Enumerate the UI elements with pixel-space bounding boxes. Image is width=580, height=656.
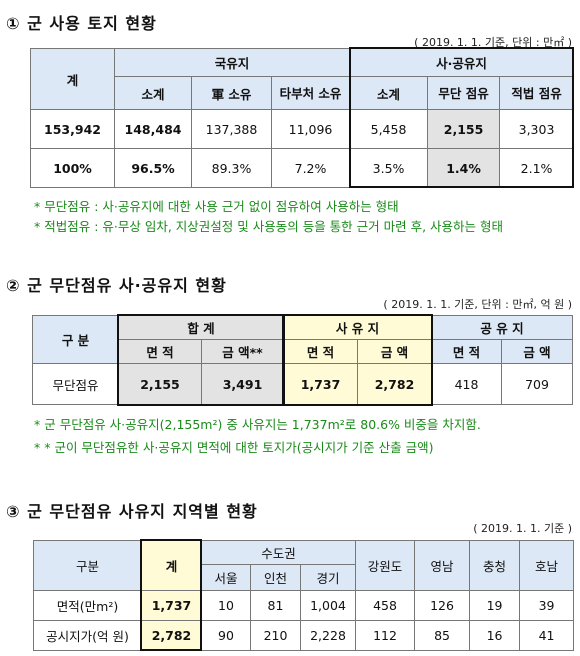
table-cell: 5,458 <box>349 109 429 149</box>
table-cell: 1,004 <box>299 590 357 621</box>
table-row: 공시지가(억 원) 2,782 90 210 2,228 112 85 16 4… <box>33 620 575 651</box>
land-usage-table: 계 국유지 사·공유지 소계 軍 소유 타부처 소유 소계 무단 점유 적법 점… <box>30 48 575 188</box>
table-row: 100% 96.5% 89.3% 7.2% 3.5% 1.4% 2.1% <box>30 148 575 188</box>
header-category: 구 분 <box>32 315 119 364</box>
unauthorized-occupation-table: 구 분 합 계 사 유 지 공 유 지 면 적 금 액** 면 적 금 액 면 … <box>32 315 574 405</box>
table-cell: 1.4% <box>427 148 501 188</box>
table-cell: 3,303 <box>499 109 575 149</box>
header-army-owned: 軍 소유 <box>191 76 272 110</box>
row-label: 무단점유 <box>32 363 119 405</box>
header-private-land: 사 유 지 <box>283 315 433 340</box>
section3-note: ( 2019. 1. 1. 기준 ) <box>473 522 572 535</box>
table-cell: 2,155 <box>427 109 501 149</box>
header-seoul: 서울 <box>201 564 251 591</box>
table-cell: 2.1% <box>499 148 575 188</box>
section3-title: ③ 군 무단점유 사유지 지역별 현황 <box>6 502 258 521</box>
header-subtotal-2: 소계 <box>349 76 429 110</box>
table-cell: 81 <box>250 590 301 621</box>
table-cell: 2,228 <box>299 620 357 651</box>
header-public-land: 공 유 지 <box>431 315 574 340</box>
table-cell: 418 <box>431 363 503 405</box>
footnote: * 적법점유 : 유·무상 임차, 지상권설정 및 사용동의 등을 통한 근거 … <box>34 219 504 234</box>
table-cell: 90 <box>201 620 251 651</box>
table-cell: 1,737 <box>283 363 359 405</box>
header-capital-region: 수도권 <box>200 540 357 565</box>
table-cell: 210 <box>250 620 301 651</box>
table-cell: 126 <box>414 590 471 621</box>
header-incheon: 인천 <box>250 564 301 591</box>
header-area: 면 적 <box>431 339 503 364</box>
table-cell: 112 <box>355 620 416 651</box>
header-category: 구분 <box>33 540 142 591</box>
section1-note: ( 2019. 1. 1. 기준, 단위 : 만㎡ ) <box>414 36 572 49</box>
header-total: 합 계 <box>117 315 285 340</box>
header-public-private-land: 사·공유지 <box>349 48 575 77</box>
row-label: 공시지가(억 원) <box>33 620 142 651</box>
table-cell: 16 <box>469 620 521 651</box>
table-cell: 2,155 <box>118 363 202 405</box>
row-label: 면적(만m²) <box>33 590 142 621</box>
table-cell: 137,388 <box>191 109 272 149</box>
header-national-land: 국유지 <box>113 48 351 77</box>
table-cell: 96.5% <box>114 148 192 188</box>
header-chungcheong: 충청 <box>469 540 521 591</box>
section2-title: ② 군 무단점유 사·공유지 현황 <box>6 276 227 295</box>
header-total: 계 <box>30 48 115 110</box>
table-cell: 3.5% <box>349 148 429 188</box>
table-cell: 10 <box>201 590 251 621</box>
table-cell: 2,782 <box>141 620 202 651</box>
footnote: * * 군이 무단점유한 사·공유지 면적에 대한 토지가(공시지가 기준 산출… <box>34 440 434 455</box>
header-legal: 적법 점유 <box>499 76 575 110</box>
table-cell: 709 <box>501 363 574 405</box>
header-amount: 금 액 <box>357 339 433 364</box>
table-cell: 1,737 <box>141 590 202 621</box>
header-yeongnam: 영남 <box>414 540 471 591</box>
footnote: * 무단점유 : 사·공유지에 대한 사용 근거 없이 점유하여 사용하는 형태 <box>34 199 399 214</box>
table-cell: 19 <box>469 590 521 621</box>
header-gyeonggi: 경기 <box>299 564 357 591</box>
table-cell: 39 <box>519 590 575 621</box>
table-cell: 7.2% <box>270 148 351 188</box>
table-cell: 41 <box>519 620 575 651</box>
table-cell: 11,096 <box>270 109 351 149</box>
table-cell: 458 <box>355 590 416 621</box>
header-amount: 금 액 <box>501 339 574 364</box>
header-unauthorized: 무단 점유 <box>427 76 501 110</box>
header-other-ministry: 타부처 소유 <box>270 76 351 110</box>
section1-title: ① 군 사용 토지 현황 <box>6 14 157 33</box>
table-cell: 89.3% <box>191 148 272 188</box>
table-cell: 3,491 <box>200 363 285 405</box>
header-gangwon: 강원도 <box>355 540 416 591</box>
section2-note: ( 2019. 1. 1. 기준, 단위 : 만㎡, 억 원 ) <box>383 298 572 311</box>
table-row: 153,942 148,484 137,388 11,096 5,458 2,1… <box>30 109 575 149</box>
table-row: 무단점유 2,155 3,491 1,737 2,782 418 709 <box>32 363 574 405</box>
footnote: * 군 무단점유 사·공유지(2,155m²) 중 사유지는 1,737m²로 … <box>34 417 481 432</box>
table-row: 면적(만m²) 1,737 10 81 1,004 458 126 19 39 <box>33 590 575 621</box>
header-amount: 금 액** <box>200 339 285 364</box>
header-area: 면 적 <box>283 339 359 364</box>
header-total: 계 <box>141 540 202 591</box>
table-cell: 153,942 <box>30 109 115 149</box>
regional-status-table: 구분 계 수도권 강원도 영남 충청 호남 서울 인천 경기 면적(만m²) 1… <box>33 540 575 651</box>
header-subtotal: 소계 <box>114 76 192 110</box>
table-cell: 100% <box>30 148 115 188</box>
table-cell: 2,782 <box>357 363 433 405</box>
header-honam: 호남 <box>519 540 575 591</box>
table-cell: 148,484 <box>114 109 192 149</box>
table-cell: 85 <box>414 620 471 651</box>
header-area: 면 적 <box>118 339 202 364</box>
